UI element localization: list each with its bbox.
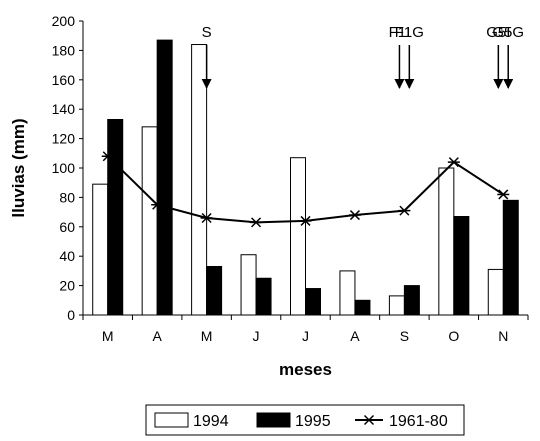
legend-label-1995: 1995 bbox=[295, 413, 331, 430]
x-tick-label: A bbox=[350, 328, 360, 344]
y-tick-label: 60 bbox=[59, 219, 75, 235]
legend-label-1994: 1994 bbox=[193, 413, 229, 430]
x-tick-label: M bbox=[201, 328, 213, 344]
point-1961-80-J bbox=[299, 215, 312, 226]
marker-stroke bbox=[152, 199, 163, 210]
y-tick-label: 120 bbox=[52, 131, 76, 147]
annotation-label: F1I bbox=[389, 24, 411, 41]
point-1961-80-M bbox=[101, 151, 114, 162]
y-tick-label: 100 bbox=[52, 160, 76, 176]
x-tick-label: O bbox=[448, 328, 459, 344]
bar-1995-J bbox=[255, 277, 272, 316]
annotation-F1I: F1I bbox=[389, 24, 411, 89]
marker-stroke bbox=[201, 212, 212, 224]
bar-1994-O bbox=[438, 167, 455, 316]
point-1961-80-A bbox=[151, 199, 164, 210]
x-tick-label: S bbox=[400, 328, 409, 344]
bar-1995-J bbox=[305, 288, 321, 316]
y-tick-label: 80 bbox=[59, 189, 75, 205]
point-1961-80-N bbox=[497, 189, 510, 200]
point-1961-80-J bbox=[250, 217, 263, 228]
legend-marker bbox=[363, 414, 375, 426]
bar-1994-N bbox=[487, 268, 504, 316]
legend-label-1961-80: 1961-80 bbox=[389, 413, 448, 430]
annotation-label: G5G bbox=[492, 24, 524, 41]
x-tick-label: A bbox=[152, 328, 162, 344]
legend-swatch-1995 bbox=[256, 412, 291, 428]
line-series bbox=[101, 151, 510, 228]
point-1961-80-O bbox=[447, 157, 460, 168]
y-axis-title: lluvias (mm) bbox=[9, 118, 28, 217]
marker-stroke bbox=[498, 189, 509, 200]
marker-stroke bbox=[399, 205, 410, 216]
bar-1995-O bbox=[453, 216, 470, 316]
y-tick-label: 160 bbox=[52, 72, 76, 88]
annotation-label: G5I bbox=[486, 24, 510, 41]
legend-swatch-1994 bbox=[154, 412, 189, 428]
y-tick-label: 200 bbox=[52, 13, 76, 29]
bar-1995-A bbox=[156, 39, 173, 316]
y-tick-label: 0 bbox=[67, 307, 75, 323]
axes: 0 20 40 60 80 100 120 140 160 180 200 M A M J J A S O Nmese… bbox=[9, 13, 529, 379]
bar-1994-A bbox=[339, 270, 356, 316]
bar-1995-S bbox=[403, 285, 420, 316]
x-tick-label: J bbox=[302, 328, 309, 344]
bar-1994-M bbox=[92, 183, 109, 316]
annotation-G5I: G5I bbox=[486, 24, 510, 89]
bar-1994-J bbox=[240, 254, 257, 316]
point-1961-80-M bbox=[200, 212, 213, 224]
marker-stroke bbox=[300, 215, 311, 226]
x-axis-title: meses bbox=[279, 360, 332, 379]
marker-stroke bbox=[448, 157, 459, 168]
x-tick-label: M bbox=[102, 328, 114, 344]
bar-1995-M bbox=[206, 265, 223, 316]
annotation-label: S bbox=[202, 24, 212, 41]
marker-stroke bbox=[349, 210, 360, 221]
bar-1994-A bbox=[141, 126, 158, 316]
y-tick-label: 180 bbox=[52, 42, 76, 58]
marker-stroke bbox=[251, 217, 262, 228]
point-1961-80-S bbox=[398, 205, 411, 216]
bars bbox=[92, 39, 519, 316]
bar-1994-J bbox=[290, 157, 306, 316]
bar-1995-M bbox=[107, 118, 124, 316]
marker-stroke bbox=[102, 151, 113, 162]
legend: 1994 1995 1961-80 bbox=[145, 404, 465, 436]
point-1961-80-A bbox=[348, 210, 361, 221]
bar-1995-A bbox=[354, 299, 371, 316]
annotation-S: S bbox=[202, 24, 212, 89]
annotation-label: F1G bbox=[395, 24, 424, 41]
x-tick-label: N bbox=[498, 328, 508, 344]
y-tick-label: 40 bbox=[59, 248, 75, 264]
y-tick-label: 140 bbox=[52, 101, 76, 117]
annotation-G5G: G5G bbox=[492, 24, 524, 89]
bar-1994-S bbox=[388, 295, 405, 316]
legend-box bbox=[145, 404, 465, 436]
bar-1994-M bbox=[191, 44, 208, 316]
bar-1995-N bbox=[502, 199, 519, 316]
y-tick-label: 20 bbox=[59, 278, 75, 294]
annotation-F1G: F1G bbox=[395, 24, 424, 89]
x-tick-label: J bbox=[253, 328, 260, 344]
